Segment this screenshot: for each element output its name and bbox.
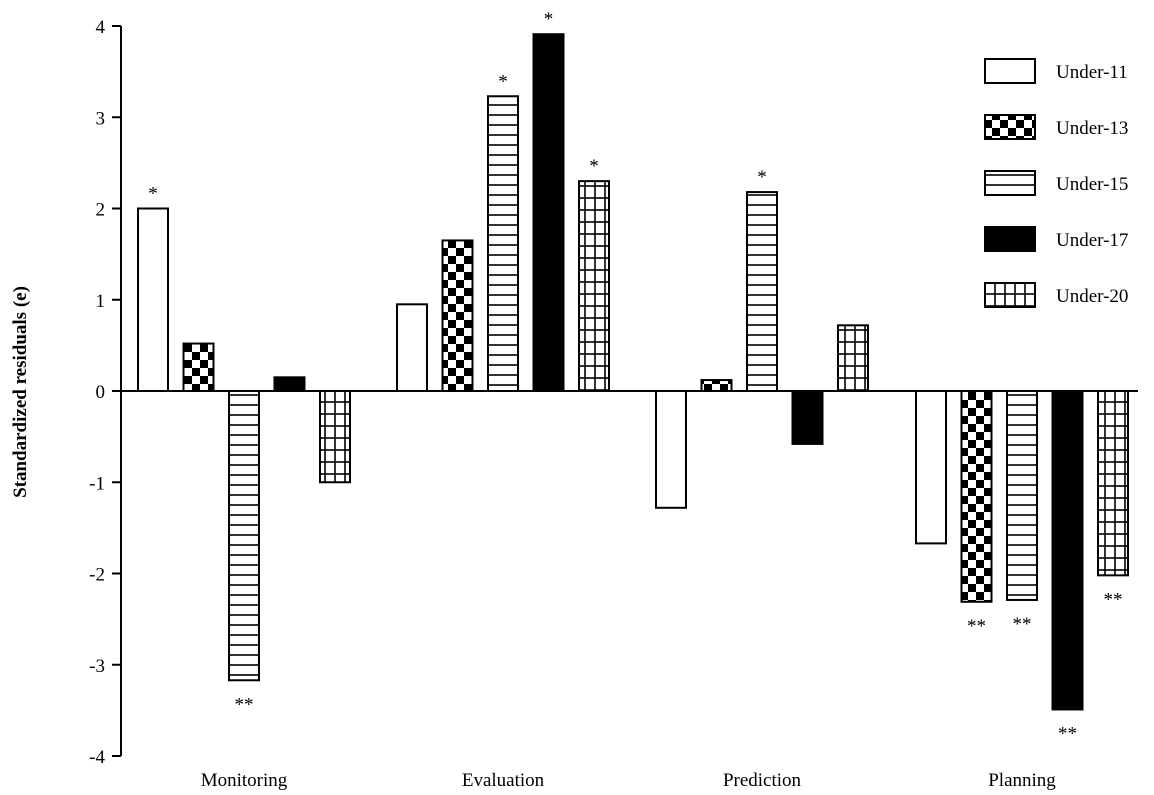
bar [137,207,169,392]
bar [396,303,428,392]
legend-item: Under-20 [984,282,1128,308]
legend-item: Under-11 [984,58,1128,84]
legend-label: Under-11 [1056,62,1128,83]
significance-marker: ** [1058,723,1077,744]
y-tick-label: -4 [89,747,105,768]
y-tick-label: 0 [96,382,106,403]
bars: ********* ****** [137,9,1129,744]
legend-swatch [984,282,1036,308]
y-tick-label: 4 [96,17,106,38]
y-tick-label: 3 [96,108,106,129]
y-tick-label: -1 [89,473,105,494]
legend: Under-11 Under-13 Under-15 Under-17 Under-20 [984,58,1128,308]
legend-swatch [984,114,1036,140]
significance-marker: ** [967,616,986,637]
legend-swatch [984,226,1036,252]
legend-label: Under-15 [1056,174,1128,195]
significance-marker: * [757,167,767,188]
legend-label: Under-17 [1056,230,1128,251]
bar [532,33,565,393]
legend-item: Under-13 [984,114,1128,140]
significance-marker: * [148,184,158,205]
bar [960,390,993,603]
bar [915,390,947,545]
bar [273,376,306,392]
bar [441,239,474,392]
bar [655,390,687,509]
y-tick-label: -3 [89,656,105,677]
significance-marker: ** [1013,614,1032,635]
category-label: Planning [988,770,1056,791]
bar [228,390,260,682]
legend-swatch [984,58,1036,84]
bar [182,342,215,392]
category-label: Monitoring [201,770,288,791]
bar [319,390,351,484]
bar [1051,390,1084,711]
legend-label: Under-13 [1056,118,1128,139]
x-axis: Monitoring Evaluation Prediction Planning [121,390,1138,791]
legend-label: Under-20 [1056,286,1128,307]
legend-item: Under-15 [984,170,1128,196]
bar [1006,390,1038,601]
category-label: Prediction [723,770,802,791]
y-tick-label: 2 [96,200,106,221]
bar [837,324,869,392]
bar [487,95,519,392]
significance-marker: ** [1104,589,1123,610]
significance-marker: ** [235,694,254,715]
y-axis-label: Standardized residuals (e) [10,286,31,498]
bar [1097,390,1129,577]
y-tick-label: -2 [89,565,105,586]
bar [578,180,610,392]
y-tick-label: 1 [96,291,106,312]
y-axis: -4 -3 -2 -1 0 1 2 3 4 [89,17,122,768]
bar [700,379,733,392]
bar [746,191,778,392]
category-label: Evaluation [462,770,545,791]
bar [791,390,824,445]
significance-marker: * [589,156,599,177]
significance-marker: * [544,9,554,30]
legend-item: Under-17 [984,226,1128,252]
significance-marker: * [498,71,508,92]
legend-swatch [984,170,1036,196]
